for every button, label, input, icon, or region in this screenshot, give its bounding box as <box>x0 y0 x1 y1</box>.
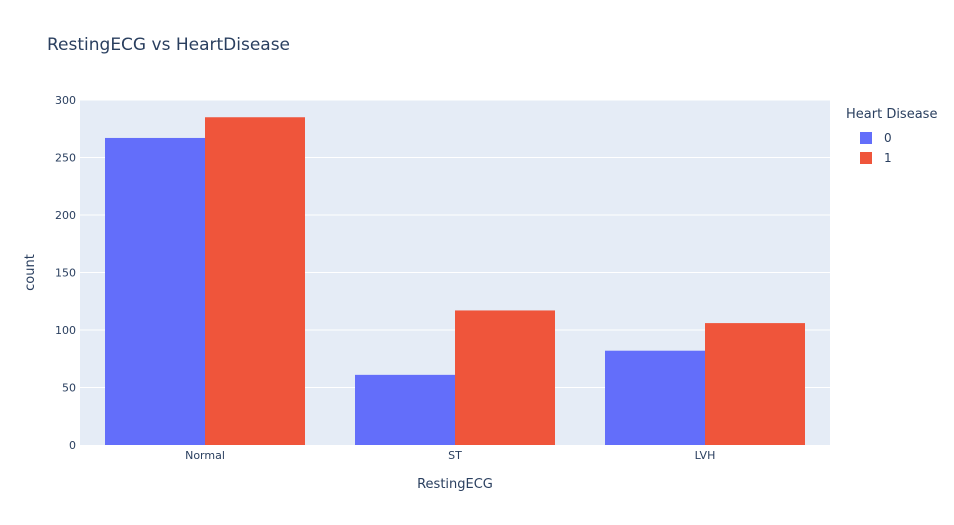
legend-swatch <box>860 152 872 164</box>
x-tick-label: LVH <box>695 449 716 462</box>
x-tick-label: ST <box>448 449 462 462</box>
bar-lvh-series-0[interactable] <box>605 350 705 445</box>
y-tick-label: 200 <box>55 209 76 222</box>
x-axis-ticks: Normal ST LVH <box>185 449 715 462</box>
y-tick-label: 100 <box>55 324 76 337</box>
x-tick-label: Normal <box>185 449 225 462</box>
y-axis-title: count <box>23 254 38 291</box>
legend-title: Heart Disease <box>846 107 937 122</box>
y-tick-label: 250 <box>55 152 76 165</box>
y-tick-label: 150 <box>55 267 76 280</box>
y-axis-ticks: 0 50 100 150 200 250 300 <box>55 94 76 452</box>
y-tick-label: 0 <box>69 439 76 452</box>
bar-normal-series-0[interactable] <box>105 137 205 445</box>
legend-label: 1 <box>884 151 892 165</box>
bars <box>105 117 805 445</box>
y-tick-label: 50 <box>62 382 76 395</box>
bar-st-series-0[interactable] <box>355 374 455 445</box>
legend-item-0[interactable]: 0 <box>860 131 892 145</box>
bar-st-series-1[interactable] <box>455 310 555 445</box>
legend-item-1[interactable]: 1 <box>860 151 892 165</box>
legend-swatch <box>860 132 872 144</box>
bar-normal-series-1[interactable] <box>205 117 305 445</box>
legend[interactable]: Heart Disease 0 1 <box>846 107 937 165</box>
y-tick-label: 300 <box>55 94 76 107</box>
bar-lvh-series-1[interactable] <box>705 323 805 445</box>
chart-title: RestingECG vs HeartDisease <box>47 35 290 55</box>
x-axis-title: RestingECG <box>417 477 493 492</box>
legend-label: 0 <box>884 131 892 145</box>
